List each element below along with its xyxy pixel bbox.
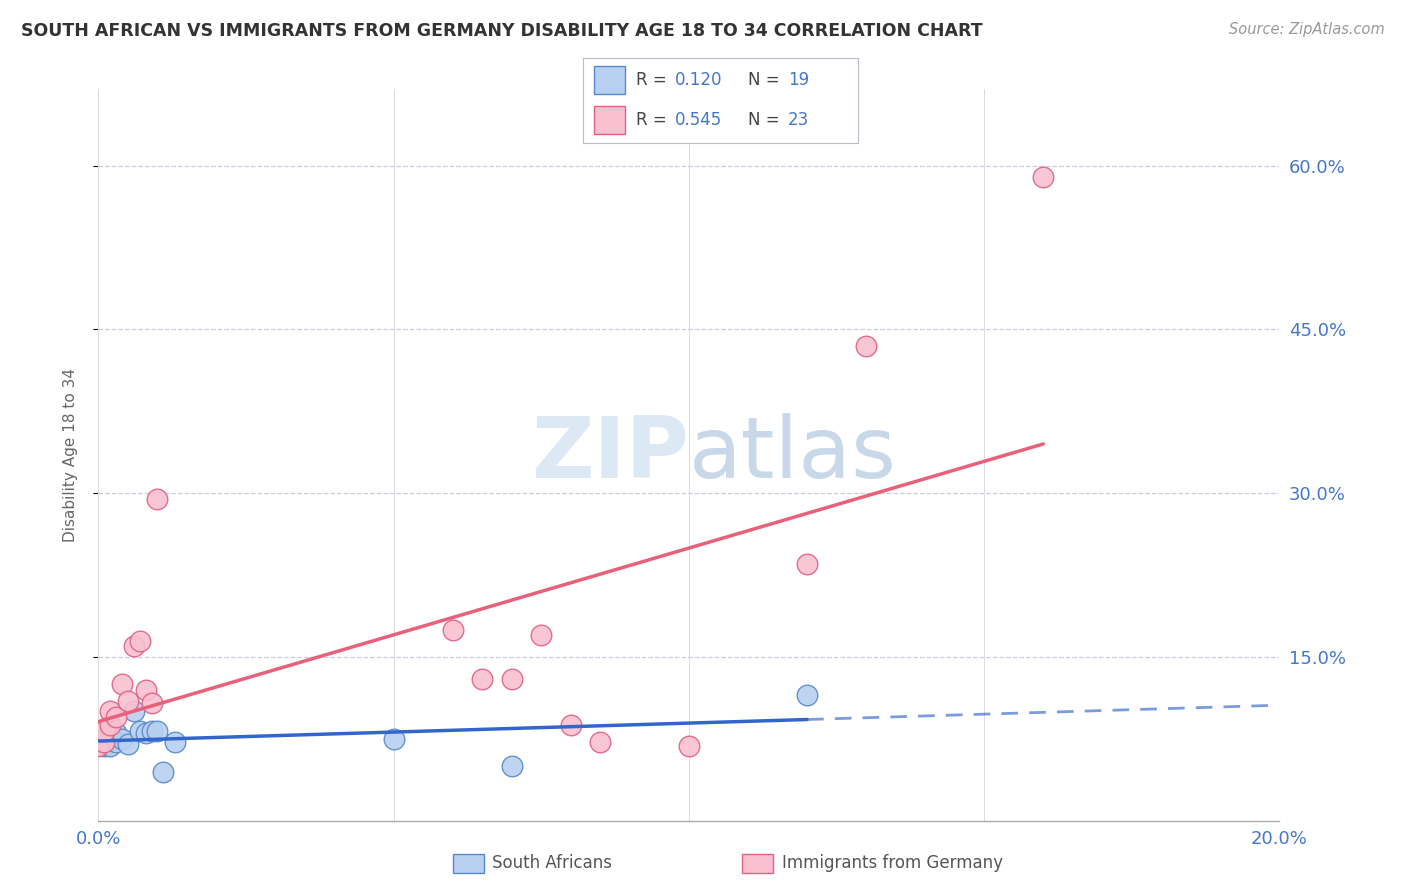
Point — [141, 724, 163, 739]
Text: 19: 19 — [787, 71, 808, 89]
Point — [141, 696, 163, 710]
Point — [135, 682, 157, 697]
Bar — [595, 67, 624, 95]
Text: R =: R = — [636, 112, 672, 129]
Point — [98, 705, 121, 719]
Point — [501, 759, 523, 773]
Point — [855, 339, 877, 353]
Point — [589, 735, 612, 749]
Point — [122, 705, 145, 719]
Point — [93, 731, 115, 746]
Text: R =: R = — [636, 71, 672, 89]
Point — [111, 731, 134, 746]
Point — [560, 717, 582, 731]
Text: N =: N = — [748, 71, 785, 89]
Text: Immigrants from Germany: Immigrants from Germany — [782, 855, 1002, 872]
Point — [87, 739, 110, 754]
Point — [501, 672, 523, 686]
Point — [105, 710, 128, 724]
Text: 23: 23 — [787, 112, 808, 129]
Point — [796, 688, 818, 702]
Point — [382, 731, 405, 746]
Point — [117, 693, 139, 707]
Point — [165, 735, 187, 749]
Point — [93, 724, 115, 739]
Text: South Africans: South Africans — [492, 855, 612, 872]
Text: ZIP: ZIP — [531, 413, 689, 497]
Text: 0.545: 0.545 — [675, 112, 723, 129]
Point — [98, 739, 121, 754]
Y-axis label: Disability Age 18 to 34: Disability Age 18 to 34 — [63, 368, 77, 542]
Point — [117, 737, 139, 751]
Bar — [595, 106, 624, 134]
Point — [98, 729, 121, 743]
Point — [471, 672, 494, 686]
Point — [441, 623, 464, 637]
Point — [105, 726, 128, 740]
Text: Source: ZipAtlas.com: Source: ZipAtlas.com — [1229, 22, 1385, 37]
Text: SOUTH AFRICAN VS IMMIGRANTS FROM GERMANY DISABILITY AGE 18 TO 34 CORRELATION CHA: SOUTH AFRICAN VS IMMIGRANTS FROM GERMANY… — [21, 22, 983, 40]
Point — [530, 628, 553, 642]
Point — [98, 717, 121, 731]
Point — [87, 737, 110, 751]
Point — [796, 557, 818, 571]
Point — [678, 739, 700, 754]
Point — [135, 726, 157, 740]
Point — [93, 735, 115, 749]
Text: 0.120: 0.120 — [675, 71, 723, 89]
Point — [146, 724, 169, 739]
Point — [128, 633, 150, 648]
Point — [111, 677, 134, 691]
Point — [105, 735, 128, 749]
Text: N =: N = — [748, 112, 785, 129]
Point — [146, 491, 169, 506]
Point — [93, 739, 115, 754]
Point — [122, 639, 145, 653]
Text: atlas: atlas — [689, 413, 897, 497]
Point — [152, 764, 174, 779]
Point — [128, 724, 150, 739]
Point — [1032, 169, 1054, 184]
